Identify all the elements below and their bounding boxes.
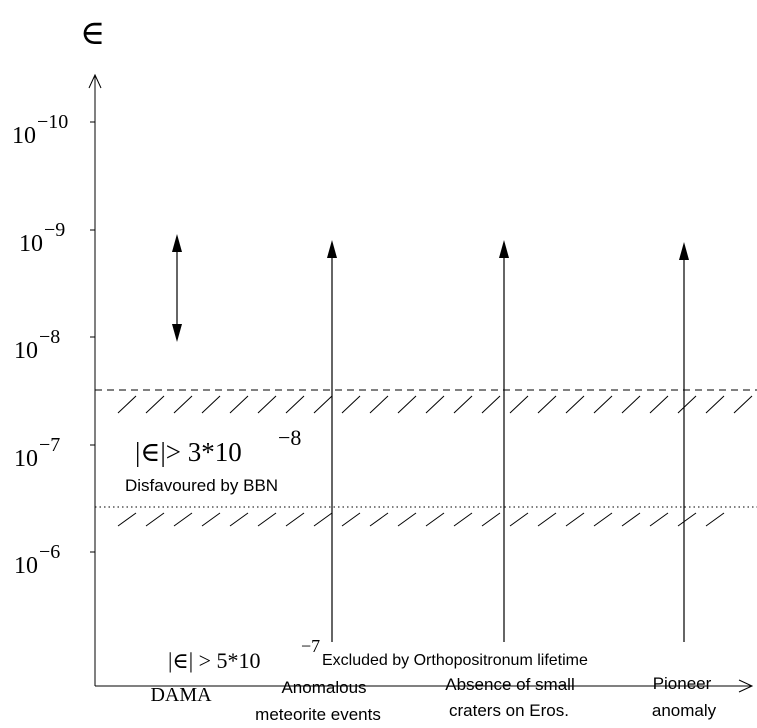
- hatch-stroke: [313, 395, 333, 414]
- y-tick-base: 10: [14, 338, 38, 364]
- arrowhead-up: [172, 234, 182, 252]
- hatch-stroke: [705, 512, 725, 527]
- ortho-formula-exponent: −7: [301, 636, 320, 656]
- category-label-meteorite-line1: Anomalous: [281, 678, 366, 697]
- y-tick-base: 10: [19, 231, 43, 257]
- category-labels: DAMA Anomalous meteorite events Absence …: [150, 674, 716, 724]
- y-tick-exponent: −7: [39, 434, 60, 456]
- hatch-stroke: [145, 512, 165, 527]
- hatch-stroke: [173, 512, 193, 527]
- hatch-stroke: [425, 395, 445, 414]
- bbn-hatching: [117, 395, 753, 414]
- axes: [88, 73, 754, 693]
- category-label-eros-line1: Absence of small: [445, 675, 574, 694]
- x-axis-arrowhead: [738, 679, 754, 693]
- hatch-stroke: [369, 512, 389, 527]
- ortho-label: Excluded by Orthopositronum lifetime: [322, 652, 588, 669]
- hatch-stroke: [285, 512, 305, 527]
- hatch-stroke: [453, 395, 473, 414]
- hatch-stroke: [621, 512, 641, 527]
- hatch-stroke: [677, 512, 697, 527]
- hatch-stroke: [649, 512, 669, 527]
- hatch-stroke: [565, 512, 585, 527]
- hatch-stroke: [509, 512, 529, 527]
- meteorite-arrow: [327, 240, 337, 642]
- y-tick-labels: 10 −10 10 −9 10 −8 10 −7 10 −6: [12, 111, 95, 579]
- hatch-stroke: [369, 395, 389, 414]
- hatch-stroke: [705, 395, 725, 414]
- hatch-stroke: [285, 395, 305, 414]
- hatch-stroke: [397, 395, 417, 414]
- hatch-stroke: [397, 512, 417, 527]
- hatch-stroke: [173, 395, 193, 414]
- y-tick-exponent: −8: [39, 326, 60, 348]
- y-tick-label: 10 −9: [19, 219, 95, 257]
- hatch-stroke: [481, 512, 501, 527]
- bbn-bound: [95, 389, 757, 414]
- arrowhead-up: [499, 240, 509, 258]
- arrowhead-up: [679, 242, 689, 260]
- y-tick-base: 10: [14, 553, 38, 579]
- y-tick-exponent: −6: [39, 541, 60, 563]
- hatch-stroke: [341, 395, 361, 414]
- hatch-stroke: [425, 512, 445, 527]
- constraint-arrows: [172, 234, 689, 642]
- bbn-formula-exponent: −8: [278, 425, 301, 450]
- category-label-dama: DAMA: [150, 684, 212, 706]
- eros-arrow: [499, 240, 509, 642]
- pioneer-arrow: [679, 242, 689, 642]
- hatch-stroke: [341, 512, 361, 527]
- y-axis-arrowhead: [88, 73, 102, 89]
- hatch-stroke: [257, 512, 277, 527]
- y-tick-exponent: −10: [37, 111, 68, 133]
- ortho-bound: [95, 506, 757, 527]
- category-label-eros-line2: craters on Eros.: [449, 701, 569, 720]
- hatch-stroke: [481, 395, 501, 414]
- hatch-stroke: [677, 395, 697, 414]
- hatch-stroke: [593, 395, 613, 414]
- dama-double-arrow: [172, 234, 182, 342]
- category-label-meteorite-line2: meteorite events: [255, 705, 381, 724]
- hatch-stroke: [453, 512, 473, 527]
- y-tick-label: 10 −10: [12, 111, 95, 149]
- hatch-stroke: [229, 512, 249, 527]
- hatch-stroke: [649, 395, 669, 414]
- category-label-pioneer-line2: anomaly: [652, 701, 717, 720]
- hatch-stroke: [593, 512, 613, 527]
- hatch-stroke: [733, 395, 753, 414]
- hatch-stroke: [621, 395, 641, 414]
- category-label-pioneer-line1: Pioneer: [653, 674, 712, 693]
- hatch-stroke: [201, 512, 221, 527]
- bbn-formula: |∈|> 3*10: [135, 437, 242, 467]
- hatch-stroke: [509, 395, 529, 414]
- y-tick-label: 10 −8: [14, 326, 95, 364]
- hatch-stroke: [117, 395, 137, 414]
- y-tick-label: 10 −7: [14, 434, 95, 472]
- bbn-label: Disfavoured by BBN: [125, 476, 278, 495]
- hatch-stroke: [313, 512, 333, 527]
- y-axis-symbol: ∈: [80, 15, 105, 52]
- hatch-stroke: [201, 395, 221, 414]
- y-tick-exponent: −9: [44, 219, 65, 241]
- bbn-annotation: |∈|> 3*10 −8 Disfavoured by BBN: [125, 425, 301, 495]
- hatch-stroke: [537, 512, 557, 527]
- hatch-stroke: [117, 512, 137, 527]
- hatch-stroke: [537, 395, 557, 414]
- ortho-hatching: [117, 512, 725, 527]
- arrowhead-down: [172, 324, 182, 342]
- ortho-annotation: |∈| > 5*10 −7 Excluded by Orthopositronu…: [168, 636, 588, 673]
- y-tick-base: 10: [14, 446, 38, 472]
- arrowhead-up: [327, 240, 337, 258]
- y-tick-label: 10 −6: [14, 541, 95, 579]
- hatch-stroke: [145, 395, 165, 414]
- y-tick-base: 10: [12, 123, 36, 149]
- hatch-stroke: [229, 395, 249, 414]
- ortho-formula: |∈| > 5*10: [168, 648, 261, 673]
- hatch-stroke: [565, 395, 585, 414]
- hatch-stroke: [257, 395, 277, 414]
